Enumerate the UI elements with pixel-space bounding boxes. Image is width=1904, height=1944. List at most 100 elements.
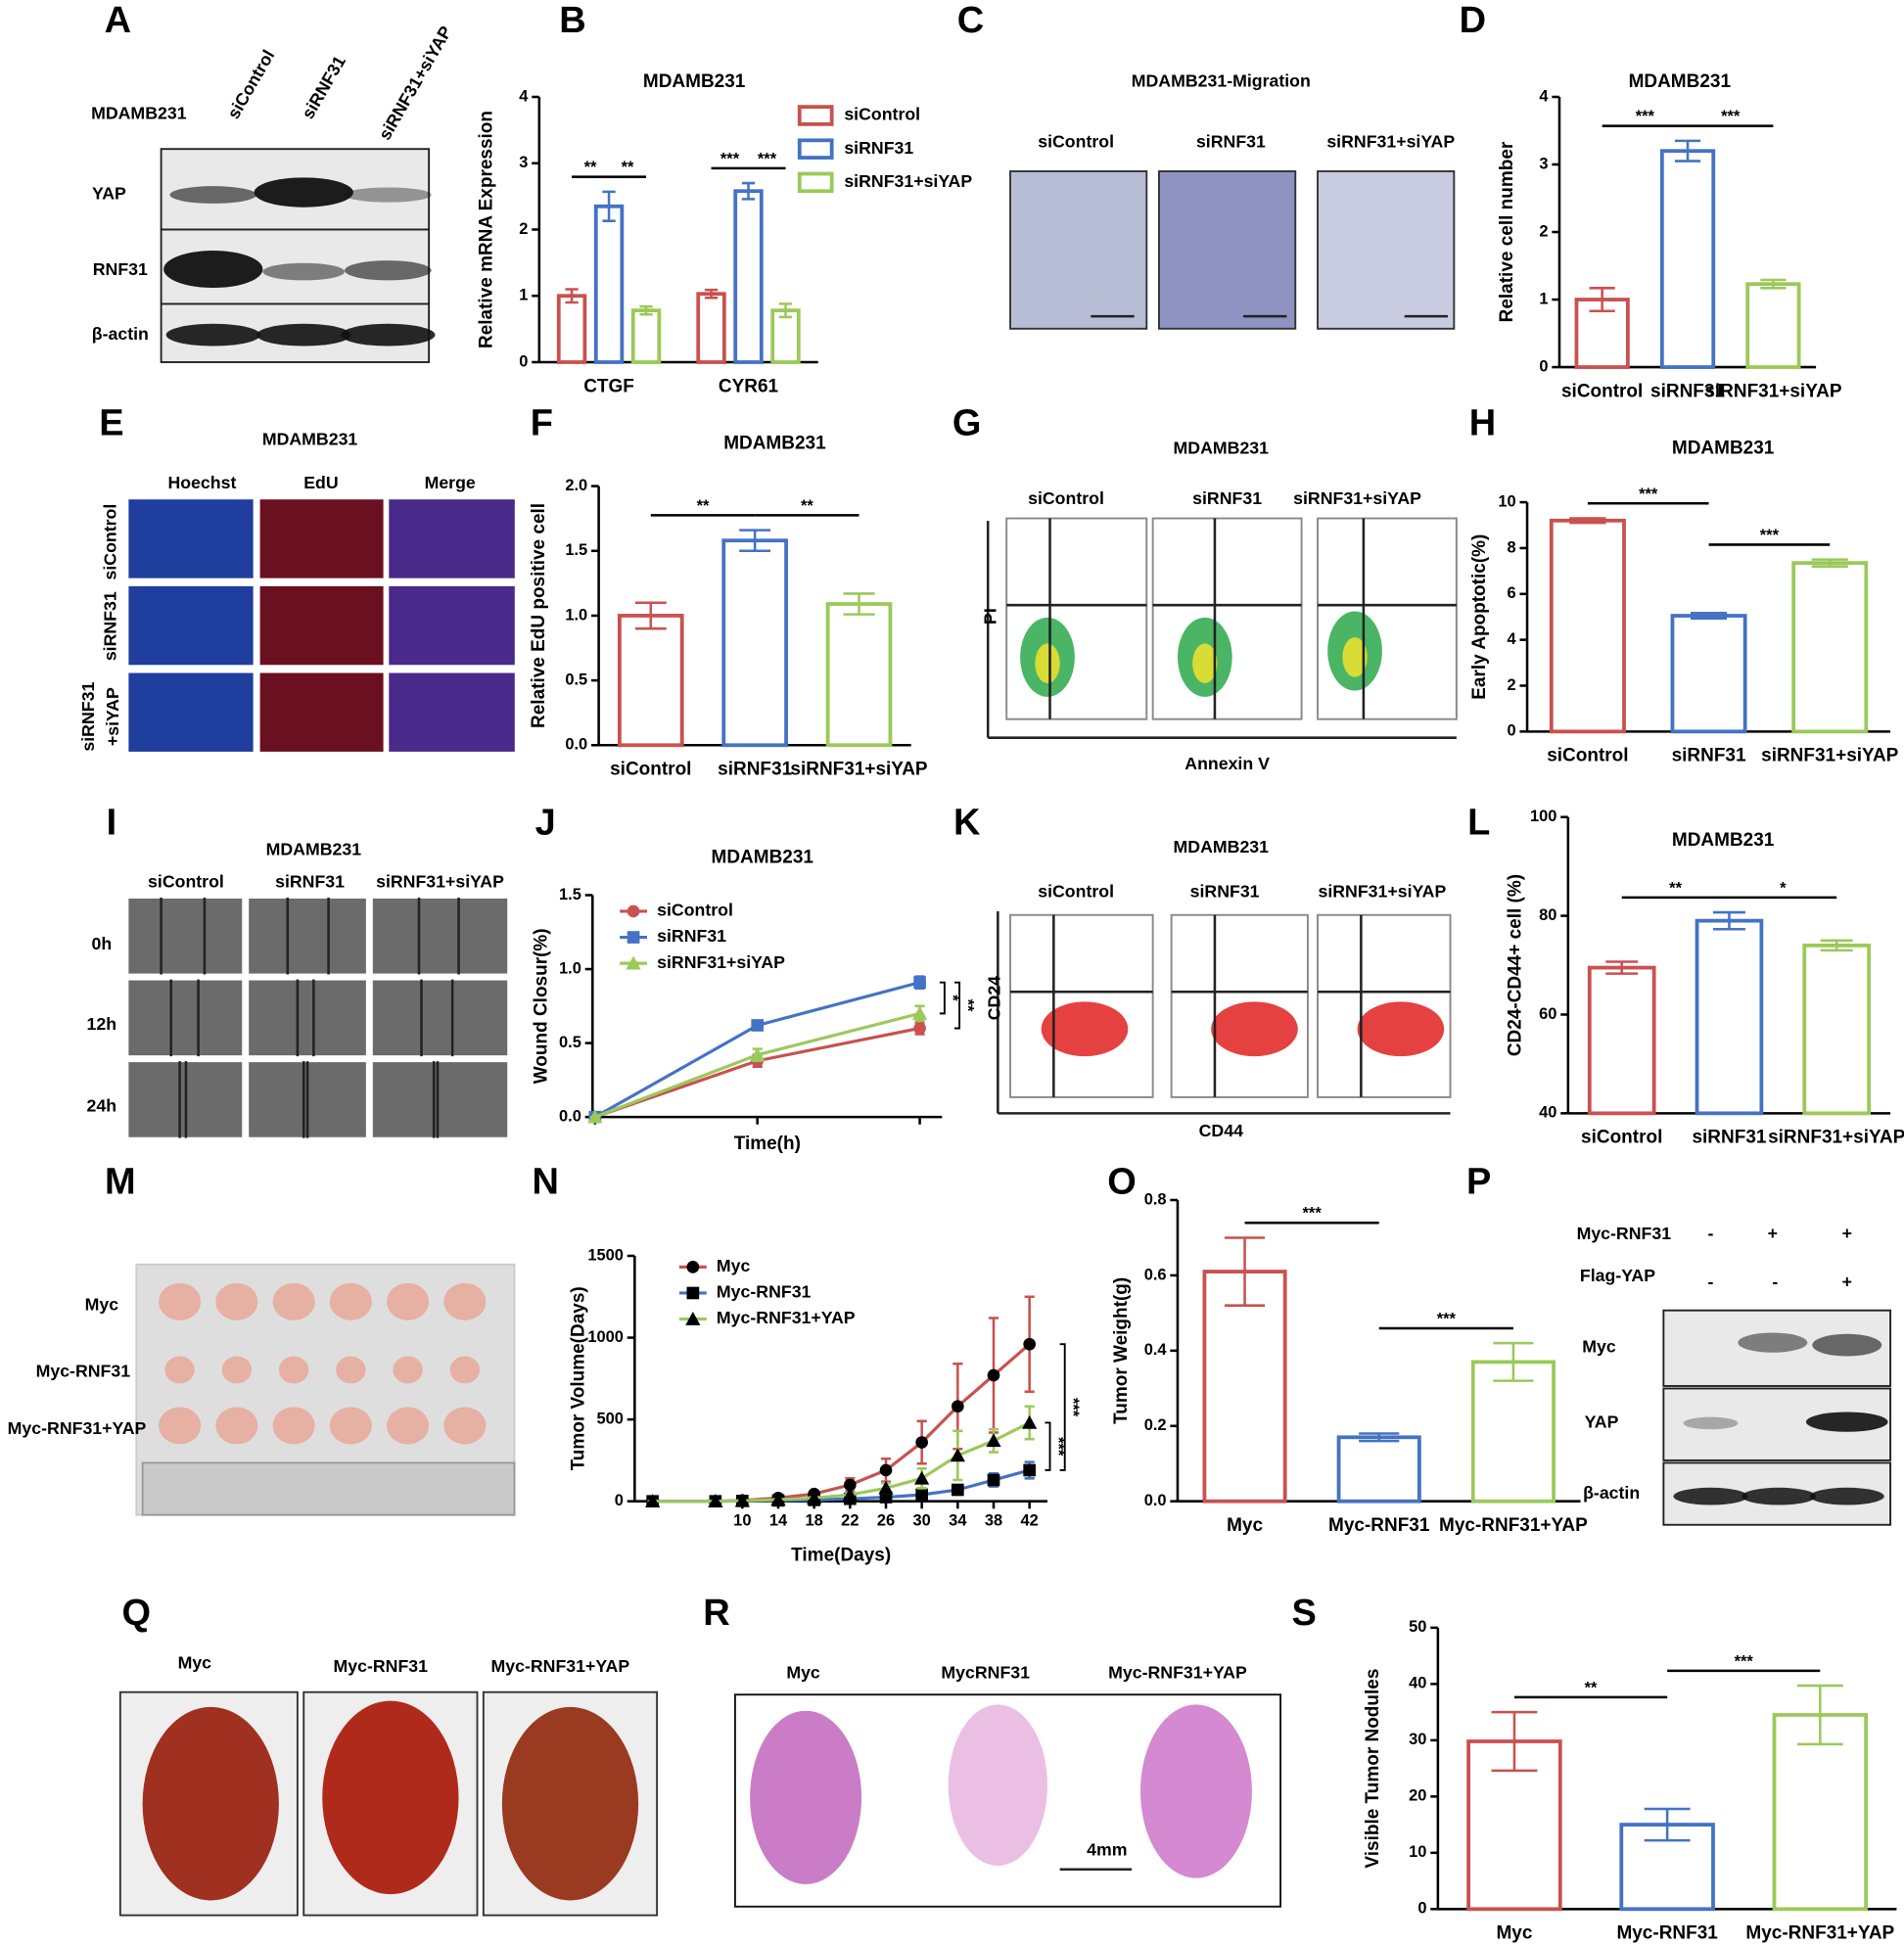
image-label: - bbox=[1708, 1224, 1714, 1243]
significance-label: *** bbox=[758, 150, 777, 167]
marker bbox=[879, 1463, 893, 1477]
y-tick-label: 40 bbox=[1409, 1675, 1426, 1692]
image-region bbox=[1005, 517, 1148, 720]
image-region bbox=[247, 978, 368, 1058]
image-region bbox=[257, 583, 386, 668]
image-feature bbox=[1673, 1487, 1748, 1505]
marker bbox=[734, 1493, 750, 1507]
panel-letter: J bbox=[535, 802, 556, 843]
y-tick-label: 1.5 bbox=[565, 541, 587, 559]
image-label: Myc-RNF31+YAP bbox=[1108, 1662, 1247, 1682]
image-feature bbox=[163, 251, 263, 289]
error-bar bbox=[1674, 139, 1701, 162]
y-tick-label: 0 bbox=[615, 1492, 624, 1509]
image-label: siRNF31 bbox=[78, 682, 98, 752]
image-label: siRNF31 bbox=[1190, 882, 1260, 902]
y-tick-label: 8 bbox=[1507, 538, 1515, 556]
image-label: + bbox=[1842, 1224, 1852, 1243]
image-label: siControl bbox=[223, 47, 278, 122]
error-bar bbox=[741, 181, 756, 201]
image-label: siRNF31+siYAP bbox=[1293, 488, 1421, 508]
image-label: YAP bbox=[92, 184, 126, 204]
chart-title: MDAMB231 bbox=[712, 848, 814, 868]
image-label: +siYAP bbox=[103, 687, 122, 746]
y-tick-label: 10 bbox=[1409, 1843, 1426, 1861]
marker bbox=[807, 1490, 822, 1504]
y-tick-label: 0 bbox=[1539, 357, 1548, 375]
bar bbox=[1659, 149, 1716, 369]
y-tick-label: 2 bbox=[519, 220, 528, 238]
x-tick-label: Myc-RNF31+YAP bbox=[1745, 1923, 1894, 1944]
image-feature bbox=[1741, 1487, 1817, 1505]
image-label: Merge bbox=[425, 473, 476, 492]
image-label: Myc bbox=[85, 1294, 119, 1314]
bar bbox=[1587, 965, 1656, 1116]
panel-letter: G bbox=[952, 403, 982, 444]
legend-label: Myc-RNF31 bbox=[717, 1282, 812, 1302]
marker bbox=[751, 1019, 765, 1032]
y-tick-label: 500 bbox=[596, 1410, 623, 1427]
image-label: siRNF31 bbox=[1196, 132, 1266, 152]
x-axis-label: Time(h) bbox=[734, 1134, 801, 1154]
x-tick-label: siControl bbox=[1547, 746, 1628, 766]
y-axis-label: CD24-CD44+ cell (%) bbox=[1506, 874, 1526, 1056]
marker bbox=[986, 1433, 1001, 1448]
image-region bbox=[1151, 517, 1303, 720]
marker bbox=[1023, 1463, 1037, 1477]
image-feature bbox=[1192, 643, 1218, 683]
significance-label: ** bbox=[958, 999, 976, 1012]
y-tick-label: 1 bbox=[519, 287, 528, 304]
error-bar bbox=[739, 529, 771, 553]
marker bbox=[627, 904, 640, 918]
image-label: siRNF31+siYAP bbox=[376, 872, 504, 892]
image-label: siRNF31+siYAP bbox=[1326, 132, 1455, 152]
image-label: - bbox=[1708, 1273, 1714, 1292]
y-tick-label: 50 bbox=[1409, 1618, 1426, 1636]
panel-letter: F bbox=[531, 403, 553, 444]
image-label: EdU bbox=[303, 473, 338, 492]
image-label: 4mm bbox=[1087, 1839, 1127, 1859]
x-tick-label: 14 bbox=[769, 1511, 788, 1529]
image-label: YAP bbox=[1585, 1412, 1619, 1432]
error-bar bbox=[704, 288, 719, 300]
image-label: 24h bbox=[87, 1096, 117, 1116]
x-tick-label: siRNF31+siYAP bbox=[1704, 381, 1842, 401]
significance-label: *** bbox=[1049, 1437, 1067, 1457]
x-tick-label: 26 bbox=[877, 1511, 895, 1529]
error-bar bbox=[602, 190, 616, 222]
chart-title: MDAMB231 bbox=[1672, 830, 1775, 851]
significance-label: ** bbox=[1585, 1679, 1598, 1696]
image-label: 0h bbox=[91, 934, 112, 953]
x-tick-label: 34 bbox=[949, 1511, 967, 1529]
x-tick-label: Myc bbox=[1496, 1923, 1532, 1944]
image-feature bbox=[1139, 1704, 1252, 1878]
image-region bbox=[370, 897, 510, 976]
panel-letter: L bbox=[1467, 802, 1490, 843]
marker bbox=[911, 1005, 928, 1020]
bar bbox=[1791, 561, 1869, 734]
panel-letter: R bbox=[703, 1593, 729, 1634]
image-region bbox=[1009, 170, 1148, 330]
error-bar bbox=[1605, 960, 1639, 975]
significance-label: ** bbox=[801, 497, 813, 515]
significance-bracket bbox=[939, 981, 946, 1015]
image-region bbox=[1158, 170, 1297, 330]
image-label: siRNF31 bbox=[101, 591, 120, 661]
error-bar bbox=[1491, 1710, 1538, 1773]
error-bar bbox=[843, 592, 875, 616]
x-tick-label: 42 bbox=[1021, 1511, 1039, 1529]
marker bbox=[950, 1448, 965, 1462]
y-tick-label: 1.5 bbox=[559, 886, 581, 903]
y-tick-label: 4 bbox=[519, 87, 529, 105]
x-tick-label: 38 bbox=[985, 1511, 1002, 1529]
image-label: siRNF31 bbox=[298, 52, 349, 122]
y-tick-label: 20 bbox=[1409, 1787, 1426, 1805]
image-label: MDAMB231 bbox=[91, 103, 187, 122]
image-feature bbox=[159, 1282, 202, 1320]
marker bbox=[750, 1047, 766, 1062]
image-feature bbox=[750, 1710, 862, 1884]
y-tick-label: 3 bbox=[519, 154, 528, 171]
y-tick-label: 1500 bbox=[587, 1246, 624, 1264]
marker bbox=[952, 1483, 964, 1497]
image-feature bbox=[443, 1282, 487, 1320]
